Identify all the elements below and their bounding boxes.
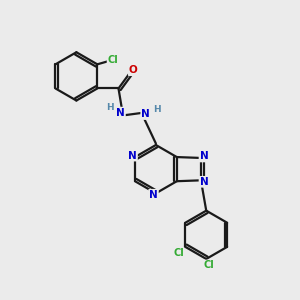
Text: N: N (149, 190, 158, 200)
Text: Cl: Cl (173, 248, 184, 258)
Text: H: H (106, 103, 113, 112)
Text: N: N (128, 151, 137, 160)
Text: O: O (129, 65, 138, 75)
Text: Cl: Cl (107, 55, 118, 65)
Text: N: N (200, 152, 208, 161)
Text: H: H (153, 105, 160, 114)
Text: Cl: Cl (204, 260, 214, 270)
Text: N: N (116, 108, 125, 118)
Text: N: N (141, 109, 150, 119)
Text: N: N (200, 177, 208, 187)
